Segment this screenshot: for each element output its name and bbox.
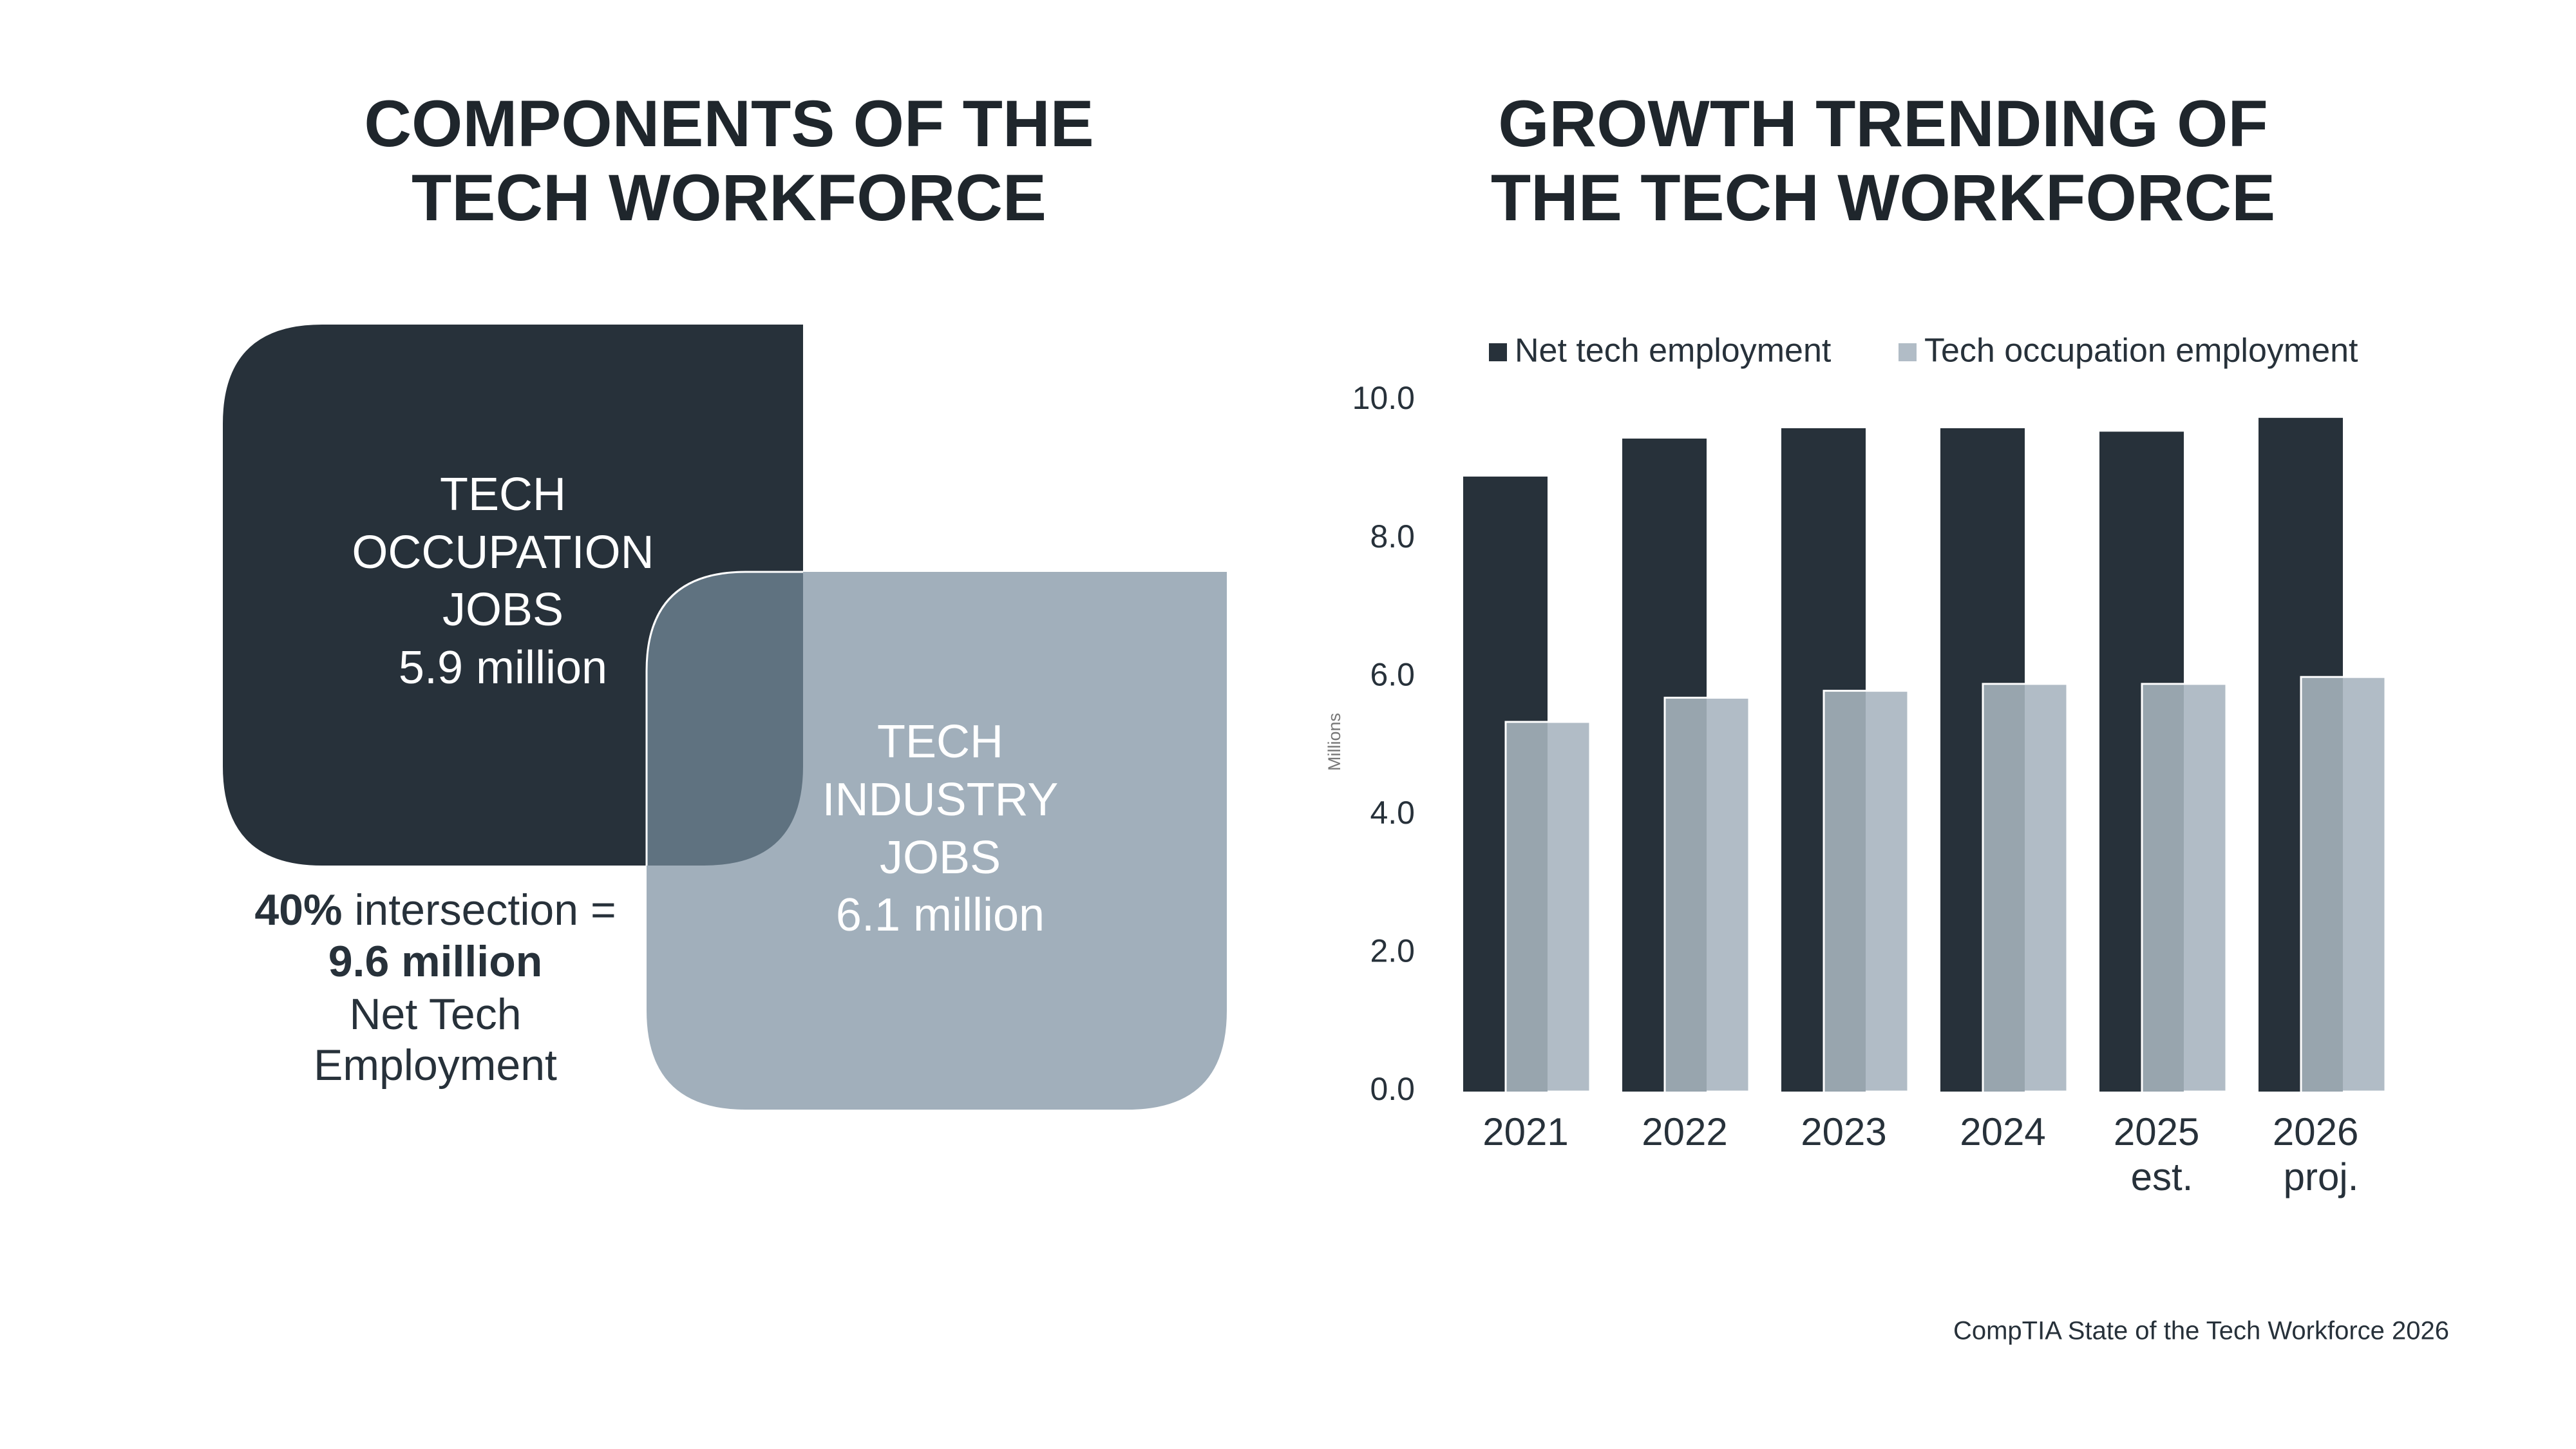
x-tick-label: 2023	[1801, 1110, 1886, 1153]
x-tick-label: 2022	[1642, 1110, 1727, 1153]
intersection-label: Net Tech	[349, 990, 521, 1039]
x-tick-label: 2024	[1960, 1110, 2045, 1153]
y-tick-label: 4.0	[1370, 795, 1415, 831]
bar-overlap	[1506, 723, 1548, 1092]
x-tick-label: 2025 est.	[2114, 1110, 2210, 1198]
x-tick-label: 2026 proj.	[2273, 1110, 2369, 1198]
legend-swatch	[1899, 343, 1917, 361]
intersection-line: 40% intersection =	[254, 886, 616, 934]
industry-label: JOBS	[880, 832, 1001, 884]
intersection-label: Employment	[314, 1041, 557, 1090]
occupation-label: OCCUPATION	[352, 527, 654, 578]
overlap-shape	[645, 571, 803, 866]
occupation-label: TECH	[440, 469, 566, 520]
right-title: THE TECH WORKFORCE	[1491, 161, 2275, 234]
intersection-percent: 40%	[254, 886, 342, 934]
y-tick-label: 8.0	[1370, 518, 1415, 554]
occupation-label: JOBS	[442, 584, 564, 636]
legend-swatch	[1489, 343, 1507, 361]
left-title: TECH WORKFORCE	[412, 161, 1046, 234]
industry-value: 6.1 million	[836, 889, 1045, 941]
industry-label: INDUSTRY	[822, 774, 1059, 826]
legend-label: Tech occupation employment	[1924, 332, 2358, 370]
bar-overlap	[2302, 677, 2343, 1092]
bar-overlap	[2143, 685, 2184, 1092]
source: CompTIA State of the Tech Workforce 2026	[1953, 1317, 2449, 1345]
x-tick-label: 2021	[1482, 1110, 1568, 1153]
industry-label: TECH	[877, 716, 1003, 768]
y-tick-label: 2.0	[1370, 933, 1415, 969]
legend-label: Net tech employment	[1515, 332, 1832, 370]
right-title: GROWTH TRENDING OF	[1498, 87, 2268, 160]
bar-overlap	[1984, 685, 2025, 1092]
y-axis-label: Millions	[1325, 713, 1344, 771]
y-tick-label: 10.0	[1352, 380, 1415, 416]
y-tick-label: 0.0	[1370, 1071, 1415, 1107]
intersection-total: 9.6 million	[328, 937, 543, 986]
bar-overlap	[1824, 692, 1866, 1092]
intersection-text: intersection =	[354, 886, 616, 934]
bar-chart: 0.0 2.0 4.0 6.0 8.0 10.0 Net tech employment Te…	[1352, 332, 2387, 1198]
bar-overlap	[1665, 698, 1707, 1092]
left-title: COMPONENTS OF THE	[364, 87, 1094, 160]
y-tick-label: 6.0	[1370, 656, 1415, 692]
occupation-value: 5.9 million	[399, 642, 607, 694]
